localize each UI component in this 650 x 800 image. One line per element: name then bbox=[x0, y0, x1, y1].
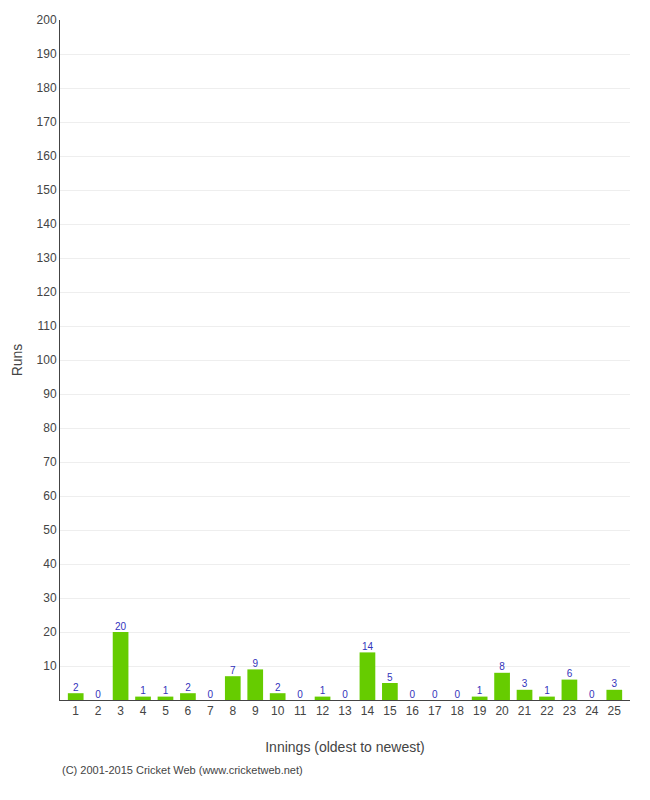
svg-text:10: 10 bbox=[43, 659, 57, 673]
svg-text:14: 14 bbox=[362, 641, 374, 652]
svg-text:7: 7 bbox=[230, 665, 236, 676]
svg-text:20: 20 bbox=[495, 704, 509, 718]
svg-text:80: 80 bbox=[43, 421, 57, 435]
svg-text:60: 60 bbox=[43, 489, 57, 503]
svg-text:4: 4 bbox=[140, 704, 147, 718]
svg-text:110: 110 bbox=[37, 319, 56, 333]
svg-text:2: 2 bbox=[95, 704, 102, 718]
svg-text:25: 25 bbox=[608, 704, 622, 718]
svg-text:7: 7 bbox=[207, 704, 214, 718]
svg-text:1: 1 bbox=[72, 704, 79, 718]
svg-text:0: 0 bbox=[95, 689, 101, 700]
svg-text:3: 3 bbox=[522, 678, 528, 689]
svg-text:2: 2 bbox=[73, 682, 79, 693]
svg-text:0: 0 bbox=[342, 689, 348, 700]
svg-text:14: 14 bbox=[361, 704, 375, 718]
svg-text:130: 130 bbox=[37, 251, 57, 265]
svg-text:5: 5 bbox=[162, 704, 169, 718]
svg-text:1: 1 bbox=[477, 685, 483, 696]
svg-text:1: 1 bbox=[163, 685, 169, 696]
svg-text:40: 40 bbox=[43, 557, 57, 571]
svg-text:(C) 2001-2015 Cricket Web (www: (C) 2001-2015 Cricket Web (www.cricketwe… bbox=[62, 764, 303, 776]
svg-text:170: 170 bbox=[37, 115, 57, 129]
svg-text:100: 100 bbox=[37, 353, 57, 367]
svg-text:18: 18 bbox=[451, 704, 465, 718]
svg-text:8: 8 bbox=[229, 704, 236, 718]
svg-text:12: 12 bbox=[316, 704, 330, 718]
svg-text:6: 6 bbox=[185, 704, 192, 718]
svg-text:140: 140 bbox=[37, 217, 57, 231]
svg-text:10: 10 bbox=[271, 704, 285, 718]
svg-text:3: 3 bbox=[612, 678, 618, 689]
svg-text:0: 0 bbox=[454, 689, 460, 700]
svg-text:0: 0 bbox=[432, 689, 438, 700]
svg-text:70: 70 bbox=[43, 455, 57, 469]
svg-text:0: 0 bbox=[297, 689, 303, 700]
svg-text:15: 15 bbox=[383, 704, 397, 718]
svg-text:8: 8 bbox=[499, 661, 505, 672]
svg-text:21: 21 bbox=[518, 704, 532, 718]
svg-text:23: 23 bbox=[563, 704, 577, 718]
svg-text:1: 1 bbox=[320, 685, 326, 696]
svg-text:19: 19 bbox=[473, 704, 487, 718]
svg-text:3: 3 bbox=[117, 704, 124, 718]
svg-text:13: 13 bbox=[338, 704, 352, 718]
svg-text:2: 2 bbox=[185, 682, 191, 693]
svg-text:120: 120 bbox=[37, 285, 57, 299]
svg-text:24: 24 bbox=[585, 704, 599, 718]
svg-text:190: 190 bbox=[37, 47, 57, 61]
svg-text:0: 0 bbox=[410, 689, 416, 700]
svg-text:1: 1 bbox=[544, 685, 550, 696]
svg-text:180: 180 bbox=[37, 81, 57, 95]
svg-text:150: 150 bbox=[37, 183, 57, 197]
svg-text:90: 90 bbox=[43, 387, 57, 401]
svg-text:22: 22 bbox=[540, 704, 554, 718]
svg-text:17: 17 bbox=[428, 704, 442, 718]
svg-text:2: 2 bbox=[275, 682, 281, 693]
svg-text:200: 200 bbox=[37, 13, 57, 27]
svg-text:5: 5 bbox=[387, 672, 393, 683]
svg-text:0: 0 bbox=[589, 689, 595, 700]
svg-text:30: 30 bbox=[43, 591, 57, 605]
svg-text:20: 20 bbox=[115, 621, 127, 632]
svg-text:6: 6 bbox=[567, 668, 573, 679]
svg-text:11: 11 bbox=[294, 704, 307, 718]
svg-text:16: 16 bbox=[406, 704, 420, 718]
svg-text:1: 1 bbox=[140, 685, 146, 696]
svg-text:Runs: Runs bbox=[9, 344, 25, 377]
svg-text:50: 50 bbox=[43, 523, 57, 537]
svg-text:9: 9 bbox=[252, 704, 259, 718]
svg-text:Innings (oldest to newest): Innings (oldest to newest) bbox=[265, 739, 425, 755]
svg-text:0: 0 bbox=[208, 689, 214, 700]
svg-text:160: 160 bbox=[37, 149, 57, 163]
svg-text:9: 9 bbox=[252, 658, 258, 669]
svg-text:20: 20 bbox=[43, 625, 57, 639]
